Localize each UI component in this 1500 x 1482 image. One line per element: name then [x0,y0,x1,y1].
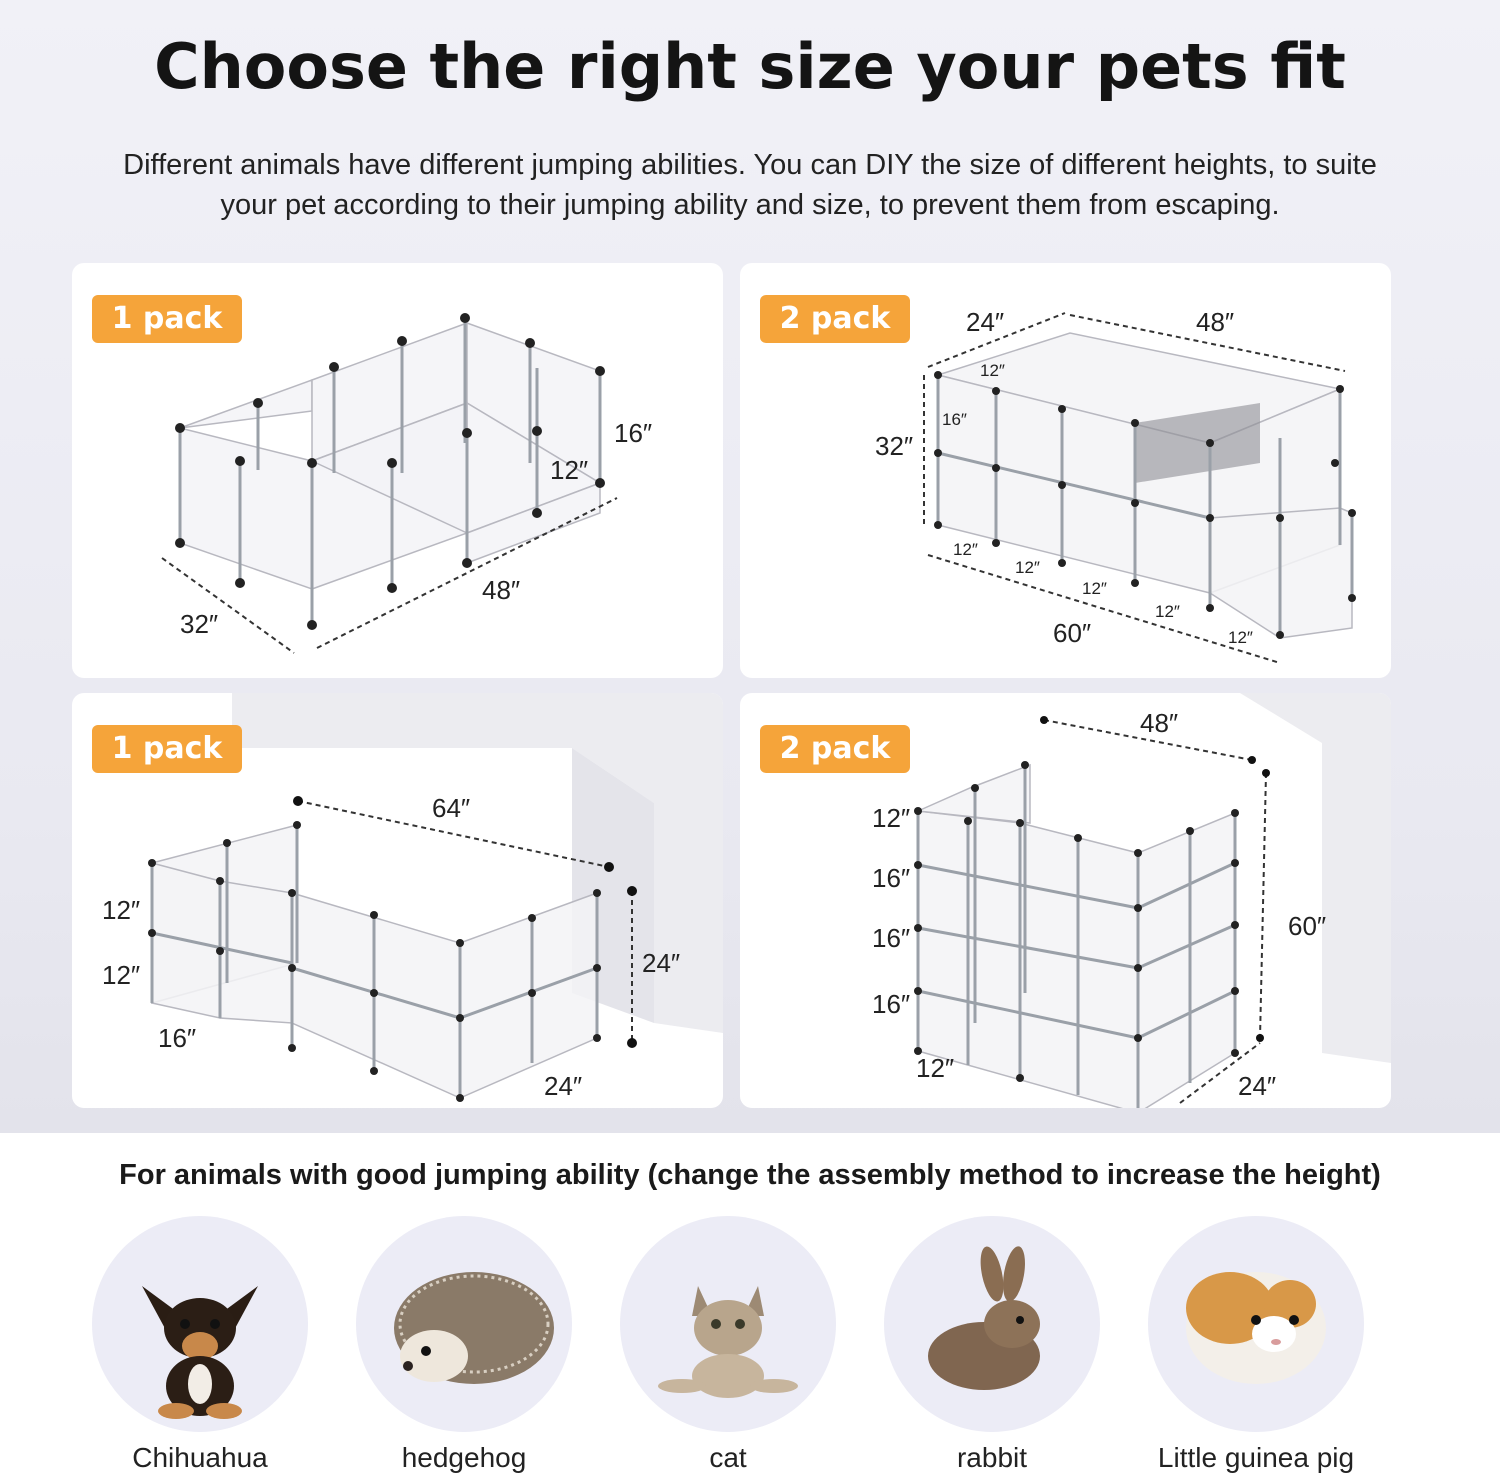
size-card-1: 1 pack 16″ 12″ 48″ 32″ [72,263,723,678]
dim-bottom-4: 12″ [1155,602,1180,621]
animal-name: rabbit [956,1442,1028,1473]
animal-name: Chihuahua [132,1442,268,1473]
dim-row-top: 12″ [980,361,1005,380]
dim-row-side: 16″ [942,410,967,429]
playpen-2pack-cube-tower-illustration [860,693,1391,1108]
playpen-1pack-tall-illustration [148,693,723,1102]
animal-card-cat: cat [598,1216,858,1482]
animal-name: Little guinea pig [1157,1442,1355,1473]
dim-height: 32″ [875,431,914,461]
playpen-2pack-stairs-illustration [923,312,1356,664]
dim-height: 24″ [642,948,681,978]
dim-length: 64″ [432,793,471,823]
pack-badge: 1 pack [92,725,242,773]
animals-section-title: For animals with good jumping ability (c… [119,1159,1381,1191]
dim-tier-2: 12″ [102,960,141,990]
dim-base: 12″ [916,1053,955,1083]
dim-height-outer: 16″ [614,418,653,448]
dim-tier-3: 16″ [872,923,911,953]
animal-card-chihuahua: Chihuahua [70,1216,330,1482]
size-card-2: 2 pack 24″ 48″ 32″ 12″ 16″ 12″ 12″ 12″ 1… [740,263,1391,678]
dim-bottom-3: 12″ [1082,579,1107,598]
size-card-4: 2 pack 48″ 12″ 16″ 16″ 16″ 12″ 60″ 24″ [740,693,1391,1108]
guinea-pig-photo [1186,1272,1326,1384]
pack-badge: 2 pack [760,295,910,343]
animal-card-rabbit: rabbit [862,1216,1122,1482]
animals-section: For animals with good jumping ability (c… [0,1133,1500,1482]
dim-bottom-2: 12″ [1015,558,1040,577]
pack-badge: 1 pack [92,295,242,343]
dim-tier-1: 12″ [102,895,141,925]
page-subtitle: Different animals have different jumping… [50,145,1450,225]
dim-height: 60″ [1288,911,1327,941]
subtitle-line-1: Different animals have different jumping… [123,149,1377,181]
dim-length: 48″ [482,575,521,605]
dim-tier-4: 16″ [872,989,911,1019]
dim-length-bottom: 60″ [1053,618,1092,648]
dim-width: 24″ [544,1071,583,1101]
size-card-3: 1 pack 64″ 12″ 12″ 16″ 24″ 24″ [72,693,723,1108]
chihuahua-photo [142,1286,258,1419]
dim-tier-2: 16″ [872,863,911,893]
animal-card-hedgehog: hedgehog [334,1216,594,1482]
dim-length: 48″ [1140,708,1179,738]
dim-bottom-1: 12″ [953,540,978,559]
subtitle-line-2: your pet according to their jumping abil… [220,189,1280,221]
animal-card-guinea-pig: Little guinea pig [1126,1216,1386,1482]
hedgehog-photo [394,1272,554,1384]
dim-depth: 24″ [966,307,1005,337]
dim-bottom-5: 12″ [1228,628,1253,647]
dim-height-inner: 12″ [550,455,589,485]
rabbit-photo [928,1246,1040,1390]
dim-tier-1: 12″ [872,803,911,833]
dim-depth: 24″ [1238,1071,1277,1101]
animal-name: cat [709,1442,747,1473]
pack-badge: 2 pack [760,725,910,773]
page-title: Choose the right size your pets fit [154,30,1346,103]
cat-photo [658,1286,798,1398]
dim-width: 32″ [180,609,219,639]
dim-length-top: 48″ [1196,307,1235,337]
dim-depth: 16″ [158,1023,197,1053]
animal-name: hedgehog [401,1442,527,1473]
playpen-1pack-flat-illustration [161,313,618,654]
